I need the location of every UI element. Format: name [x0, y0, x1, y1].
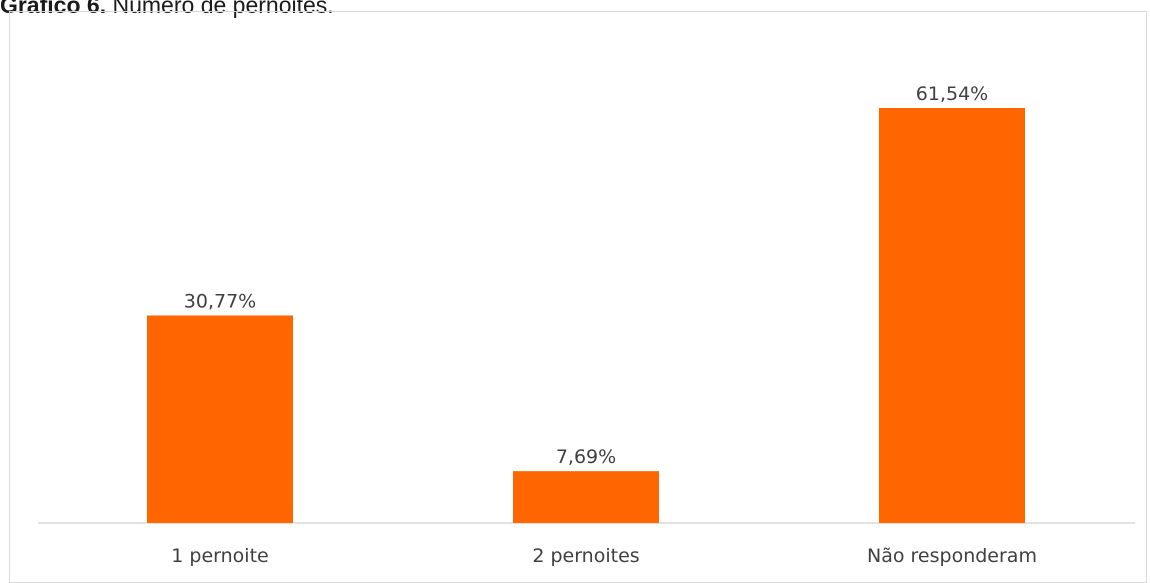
bar-1-pernoite: [147, 315, 293, 523]
bar-nao-responderam: [879, 108, 1025, 523]
value-label-2-pernoites: 7,69%: [556, 446, 616, 468]
x-tick-label-nao-responderam: Não responderam: [867, 545, 1037, 567]
caption-text: Número de pernoites.: [106, 0, 334, 18]
value-label-1-pernoite: 30,77%: [184, 291, 256, 313]
value-label-nao-responderam: 61,54%: [916, 83, 988, 105]
chart-caption: Gráfico 6. Número de pernoites.: [0, 0, 334, 19]
caption-label: Gráfico 6.: [0, 0, 107, 18]
bars-group: 30,77% 1 pernoite 7,69% 2 pernoites 61,54% Nã…: [147, 83, 1037, 567]
x-tick-label-1-pernoite: 1 pernoite: [171, 545, 268, 567]
x-tick-label-2-pernoites: 2 pernoites: [532, 545, 639, 567]
bar-2-pernoites: [513, 471, 659, 523]
